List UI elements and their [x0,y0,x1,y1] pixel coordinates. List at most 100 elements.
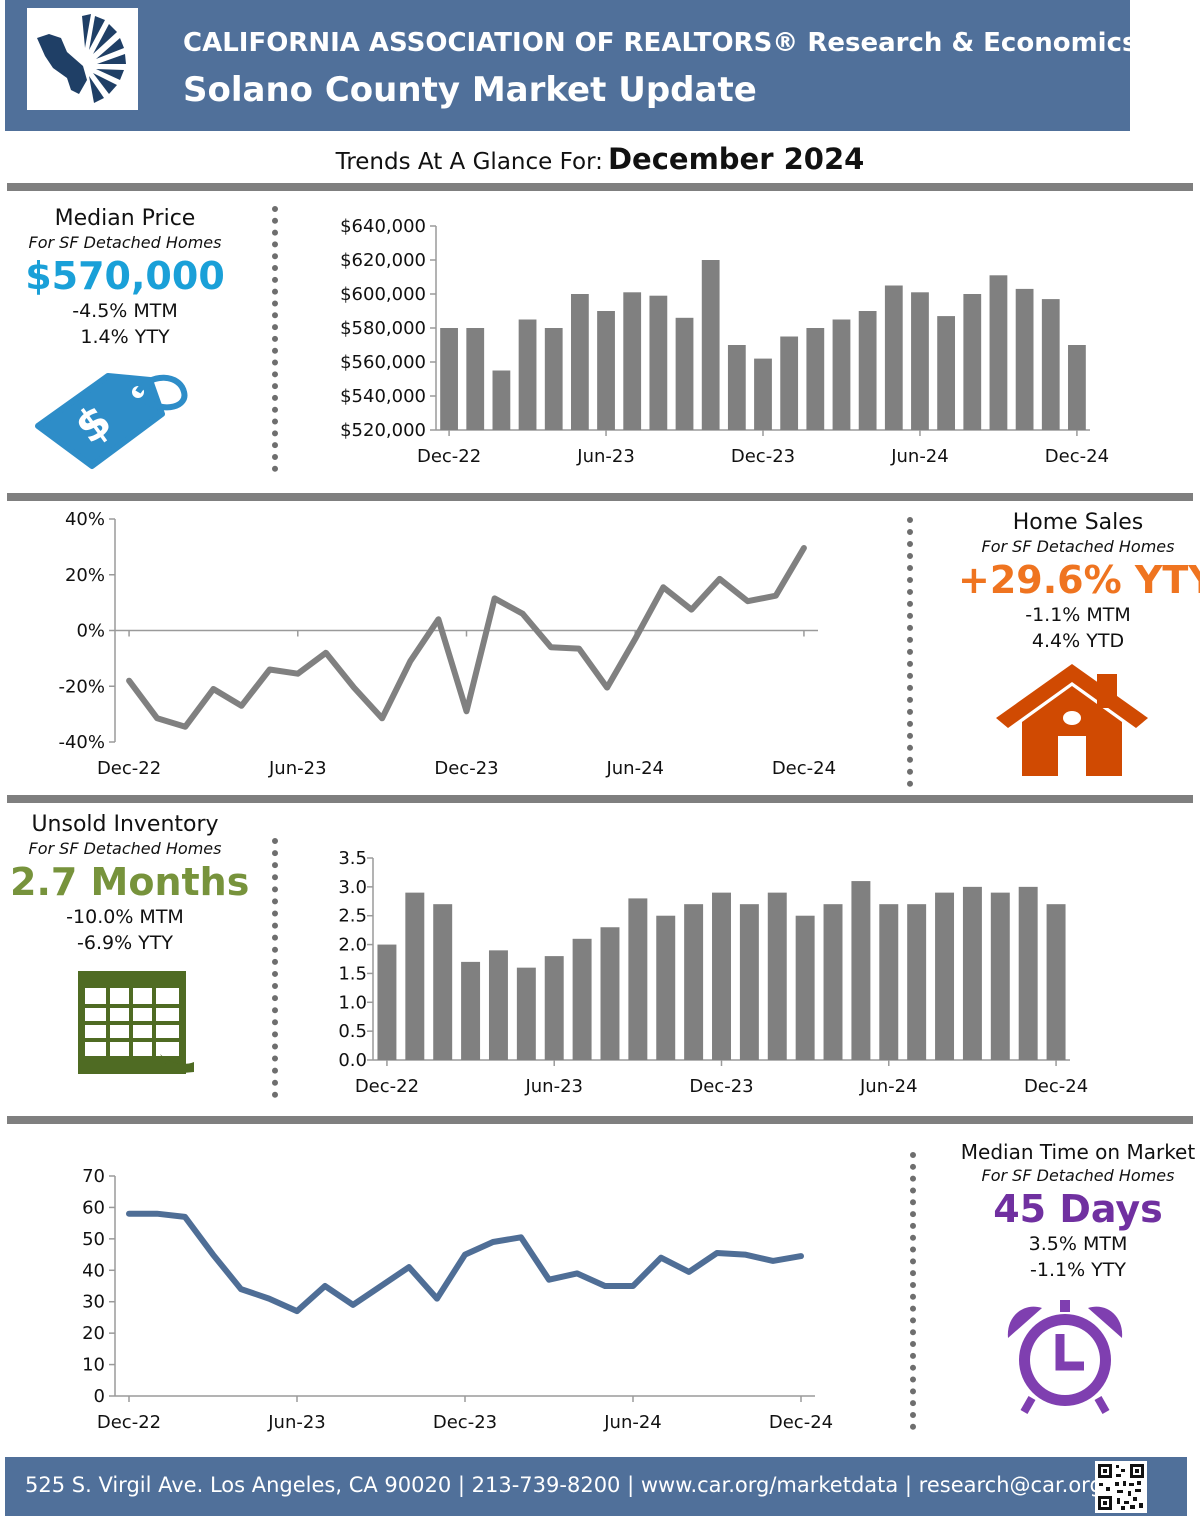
bar [911,292,929,430]
data-point [212,688,214,690]
y-tick-label: 0 [94,1386,105,1407]
y-tick-label: 40 [82,1260,105,1281]
y-tick-label: $540,000 [340,386,426,407]
bar [1041,299,1060,430]
x-tick-label: Dec-24 [772,758,836,779]
y-tick-label: 20 [82,1323,105,1344]
data-point [464,1254,466,1256]
data-point [492,1241,494,1243]
data-point [772,1260,774,1262]
bar [780,336,799,430]
data-point [747,600,749,602]
section-divider [7,1116,1193,1124]
home-sales-value: +29.6% YTY [958,558,1200,602]
days-on-market-chart: 0 10 20 30 40 50 60 70 Dec-22 Jun-23 Dec-23 Jun-24 D… [82,1166,833,1433]
data-point [156,1213,158,1215]
home-sales-label: Home Sales [1012,510,1144,535]
dotted-separator [272,838,278,1098]
data-point [325,652,327,654]
x-tick-label: Dec-24 [1024,1076,1088,1097]
data-point [381,717,383,719]
bar [649,295,668,430]
trend-month: December 2024 [607,142,865,176]
section-divider [7,183,1193,191]
series-line [126,1210,804,1315]
y-tick-label: 10 [82,1355,105,1376]
data-point [744,1254,746,1256]
home-sales-ytd: 4.4% YTD [1031,630,1125,652]
x-tick-label: Jun-23 [576,446,635,467]
data-point [688,1271,690,1273]
data-point [156,717,158,719]
x-tick-label: Jun-24 [603,1412,662,1433]
series-line [126,545,807,730]
data-point [606,687,608,689]
price-tag-icon: $ [30,362,195,477]
y-tick-label: 70 [82,1166,105,1187]
data-point [550,646,552,648]
x-tick-label: Jun-24 [890,446,949,467]
data-point [604,1285,606,1287]
x-tick-label: Dec-22 [417,446,481,467]
data-point [380,1285,382,1287]
y-tick-label: $560,000 [340,352,426,373]
bar [461,961,481,1060]
x-tick-label: Jun-23 [267,1412,326,1433]
bar [1015,288,1034,430]
bar [377,944,397,1060]
data-point [436,1298,438,1300]
median-price-yty: 1.4% YTY [80,326,170,348]
bar [597,311,615,430]
y-tick-label: -40% [58,732,105,753]
bar [858,311,877,430]
y-tick-label: $620,000 [340,250,426,271]
days-on-market-yty: -1.1% YTY [1030,1259,1126,1281]
x-tick-label: Dec-24 [1045,446,1109,467]
section-divider [7,493,1193,501]
bar [907,904,927,1060]
organization-name: CALIFORNIA ASSOCIATION OF REALTORS® Rese… [183,28,1138,58]
x-tick-label: Dec-24 [769,1412,833,1433]
bar [405,892,425,1060]
bar [823,904,843,1060]
trend-heading: Trends At A Glance For: December 2024 [0,142,1200,176]
data-point [494,597,496,599]
bar [492,370,511,430]
data-point [128,680,130,682]
bar [851,881,871,1060]
bar [544,328,563,430]
alarm-clock-icon [1002,1298,1128,1414]
inventory-mtm: -10.0% MTM [66,906,184,928]
y-tick-label: -20% [58,676,105,697]
bar [795,915,815,1060]
bar [1018,886,1038,1060]
y-tick-label: 2.5 [338,906,367,927]
x-tick-label: Dec-22 [97,758,161,779]
inventory-value: 2.7 Months [10,860,250,904]
data-point [297,673,299,675]
median-price-value: $570,000 [25,254,225,298]
data-point [578,648,580,650]
data-point [409,660,411,662]
y-tick-label: 40% [65,509,105,530]
dotted-separator [272,206,278,472]
inventory-subtitle: For SF Detached Homes [28,839,222,858]
data-point [324,1285,326,1287]
car-logo [27,8,138,110]
bar [884,285,903,430]
home-sales-subtitle: For SF Detached Homes [981,537,1175,556]
data-point [690,609,692,611]
bar [516,967,536,1060]
bar [544,956,564,1060]
data-point [184,1216,186,1218]
days-on-market-label: Median Time on Market [960,1140,1196,1164]
inventory-chart: 0.0 0.5 1.0 1.5 2.0 2.5 3.0 3.5 Dec-22 Jun-23 Dec-… [338,848,1088,1097]
days-on-market-value: 45 Days [993,1187,1163,1231]
data-point [296,1310,298,1312]
bar [684,904,704,1060]
home-sales-mtm: -1.1% MTM [1025,604,1131,626]
bar [832,319,851,430]
data-point [775,595,777,597]
data-point [353,687,355,689]
y-tick-label: $640,000 [340,216,426,237]
